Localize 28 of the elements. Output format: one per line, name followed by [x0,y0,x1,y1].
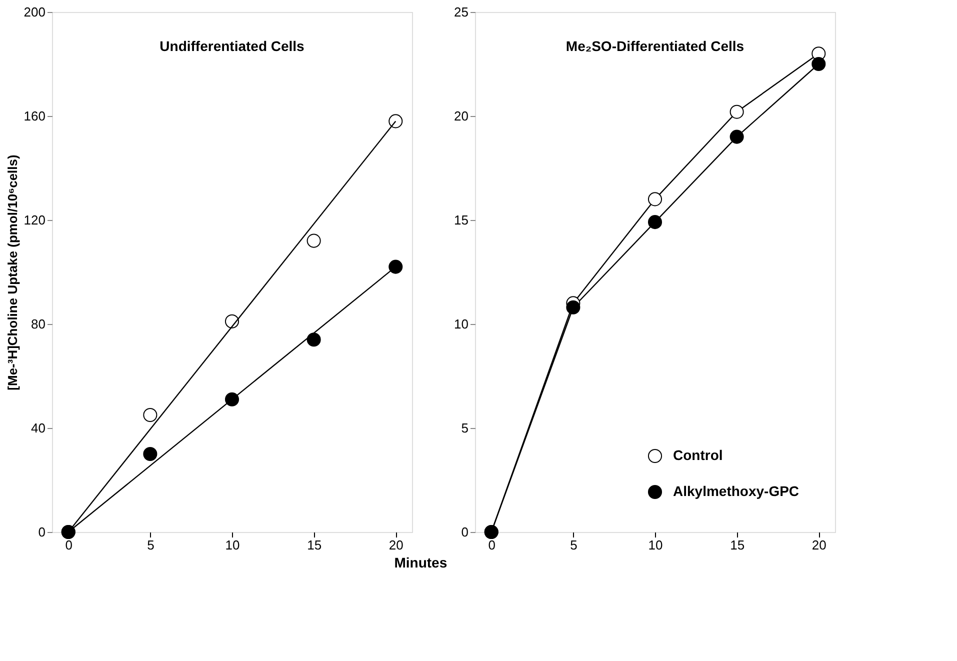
y-tick-label: 25 [454,4,468,20]
x-tick-label: 10 [648,538,663,552]
text: Me₂SO-Differentiated Cells [566,38,744,54]
x-tick-label: 20 [812,538,826,552]
x-tick-label: 0 [65,538,72,552]
x-tick-label: 5 [570,538,578,552]
y-tick-label: 10 [454,316,468,332]
legend-label: Control [673,447,723,463]
x-tick-label: 20 [388,538,404,552]
x-tick-label: 15 [730,538,745,552]
x-tick-label: 0 [488,538,496,552]
legend-label: Alkylmethoxy-GPC [673,483,800,499]
y-tick-label: 120 [24,212,46,228]
y-axis-title: [Me-³H]Choline Uptake (pmol/10⁶cells) [4,154,20,390]
y-tick-label: 0 [38,524,46,540]
x-tick-label: 10 [225,538,240,552]
y-tick-label: 200 [24,4,46,20]
x-axis-title: Minutes [394,554,448,570]
y-tick-label: 20 [454,108,468,124]
y-tick-label: 80 [31,316,46,332]
text: Undifferentiated Cells [160,38,305,54]
x-tick-label: 15 [307,538,322,552]
y-tick-label: 160 [24,108,46,124]
y-tick-label: 40 [31,420,46,436]
y-tick-label: 15 [454,212,468,228]
x-tick-label: 5 [147,538,154,552]
y-tick-label: 0 [461,524,468,540]
y-tick-label: 5 [461,420,468,436]
